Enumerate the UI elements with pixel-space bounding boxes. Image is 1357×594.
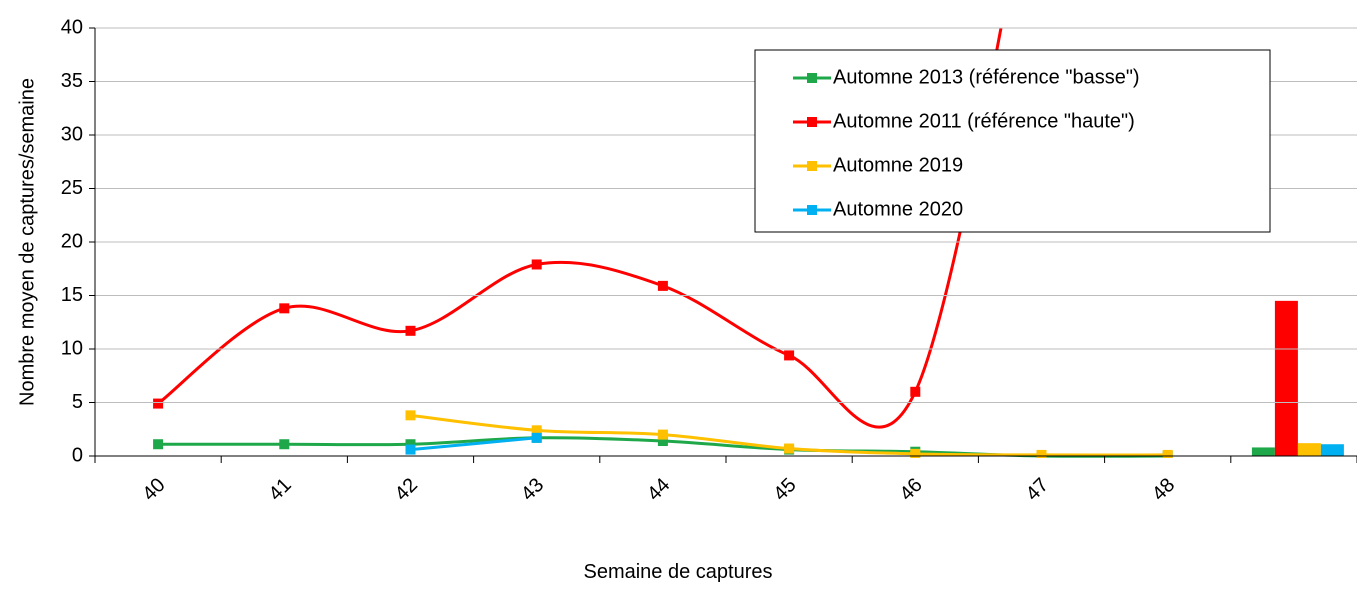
x-tick-label: 42	[391, 474, 422, 505]
y-tick-label: 10	[61, 337, 83, 359]
x-tick-label: 46	[896, 474, 927, 505]
y-tick-label: 0	[72, 444, 83, 466]
marker	[405, 444, 416, 455]
legend-marker	[807, 205, 817, 215]
marker	[531, 259, 542, 270]
y-tick-label: 30	[61, 123, 83, 145]
y-tick-label: 40	[61, 16, 83, 38]
x-tick-label: 44	[643, 474, 674, 505]
y-axis-title: Nombre moyen de captures/semaine	[16, 78, 38, 406]
marker	[153, 398, 164, 409]
y-tick-label: 35	[61, 70, 83, 92]
bar	[1274, 300, 1298, 456]
legend-label: Automne 2019	[833, 154, 963, 176]
x-tick-label: 40	[138, 474, 169, 505]
marker	[279, 439, 290, 450]
y-tick-label: 5	[72, 391, 83, 413]
legend-marker	[807, 161, 817, 171]
marker	[405, 439, 416, 450]
y-tick-label: 15	[61, 284, 83, 306]
marker	[405, 410, 416, 421]
bar	[1251, 447, 1275, 456]
series-line	[410, 436, 537, 452]
x-tick-label: 43	[517, 474, 548, 505]
marker	[279, 303, 290, 314]
marker	[1162, 449, 1173, 458]
marker	[784, 443, 795, 454]
plot-area	[153, 28, 1344, 458]
legend-label: Automne 2011 (référence "haute")	[833, 110, 1135, 132]
x-tick-label: 41	[265, 474, 296, 505]
marker	[784, 350, 795, 361]
x-axis-title: Semaine de captures	[583, 561, 772, 583]
marker	[405, 325, 416, 336]
marker	[531, 432, 542, 443]
marker	[657, 280, 668, 291]
x-tick-label: 48	[1148, 474, 1179, 505]
marker	[910, 386, 921, 397]
x-tick-label: 45	[769, 474, 800, 505]
marker	[910, 448, 921, 458]
legend-box	[754, 49, 1271, 233]
legend-label: Automne 2013 (référence "basse")	[833, 66, 1140, 88]
marker	[1036, 449, 1047, 458]
legend-label: Automne 2020	[833, 198, 963, 220]
y-tick-label: 25	[61, 177, 83, 199]
marker	[531, 425, 542, 436]
marker	[657, 429, 668, 440]
y-tick-label: 20	[61, 230, 83, 252]
marker	[657, 436, 668, 447]
bar	[1320, 444, 1344, 456]
marker	[153, 439, 164, 450]
bar	[1297, 443, 1321, 456]
legend-marker	[807, 117, 817, 127]
legend-marker	[807, 73, 817, 83]
x-tick-label: 47	[1022, 474, 1053, 505]
